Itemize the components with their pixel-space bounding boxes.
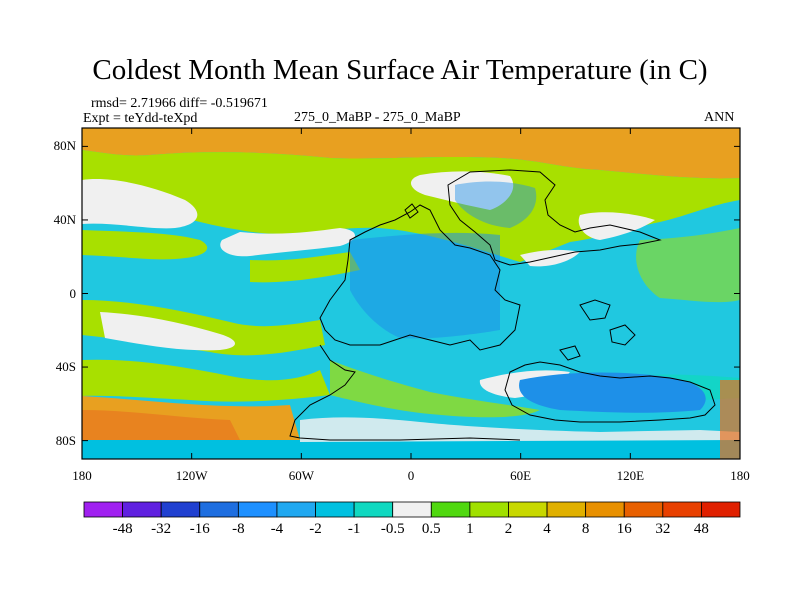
lat-tick-label: 80N <box>53 138 76 154</box>
season-label: ANN <box>704 110 735 125</box>
colorbar-label: -1 <box>347 521 361 537</box>
colorbar-swatch <box>662 501 702 518</box>
colorbar-label: -32 <box>151 521 172 537</box>
lat-tick-label: 40N <box>53 211 76 227</box>
colorbar-label: 16 <box>616 521 632 537</box>
colorbar-swatch <box>199 501 239 518</box>
colorbar-label: -2 <box>309 521 322 537</box>
colorbar-swatch <box>546 501 587 518</box>
colorbar-label: -48 <box>112 521 133 537</box>
colorbar-swatch <box>83 501 123 518</box>
experiment-diff-label: 275_0_MaBP - 275_0_MaBP <box>294 110 461 125</box>
colorbar-swatch <box>585 501 625 518</box>
lon-tick-label: 180 <box>730 468 750 483</box>
colorbar-label: -16 <box>189 521 210 537</box>
colorbar-swatch <box>315 501 355 518</box>
colorbar-swatch <box>469 501 509 518</box>
experiment-label: Expt = teYdd-teXpd <box>83 111 198 126</box>
colorbar-label: 48 <box>693 521 709 537</box>
colorbar-label: 2 <box>504 521 513 537</box>
lon-tick-label: 60E <box>510 468 532 483</box>
colorbar-label: -8 <box>232 521 245 537</box>
lat-tick-label: 40S <box>55 359 76 375</box>
colorbar-swatch <box>508 501 548 518</box>
colorbar-swatch <box>160 501 201 518</box>
colorbar-swatch <box>701 501 741 518</box>
lon-tick-label: 60W <box>288 468 314 483</box>
colorbar-label: -0.5 <box>380 521 405 537</box>
colorbar-swatch <box>430 501 471 518</box>
colorbar-swatch <box>237 501 278 518</box>
lon-tick-label: 120W <box>175 468 208 483</box>
lat-tick-label: 0 <box>69 285 77 301</box>
colorbar-swatch <box>353 501 394 518</box>
colorbar-label: -4 <box>270 521 284 537</box>
colorbar-label: 8 <box>581 521 590 537</box>
colorbar-swatch <box>276 501 316 518</box>
plot-title: Coldest Month Mean Surface Air Temperatu… <box>92 54 708 86</box>
colorbar-swatch <box>623 501 664 518</box>
lon-tick-label: 120E <box>616 468 645 483</box>
colorbar-label: 4 <box>543 521 551 537</box>
colorbar-swatch <box>122 501 162 518</box>
colorbar-label: 1 <box>466 521 474 537</box>
coastline-outline <box>289 169 716 441</box>
stats-line: rmsd= 2.71966 diff= -0.519671 <box>91 96 268 111</box>
axis-ticks <box>81 128 741 459</box>
colorbar-label: 32 <box>655 521 671 537</box>
colorbar-swatch <box>392 501 432 518</box>
colorbar-label: 0.5 <box>421 521 441 537</box>
temperature-field <box>82 128 740 459</box>
colorbar <box>83 501 741 518</box>
lon-tick-label: 0 <box>407 468 415 483</box>
lat-tick-label: 80S <box>55 432 76 448</box>
lon-tick-label: 180 <box>72 468 92 483</box>
